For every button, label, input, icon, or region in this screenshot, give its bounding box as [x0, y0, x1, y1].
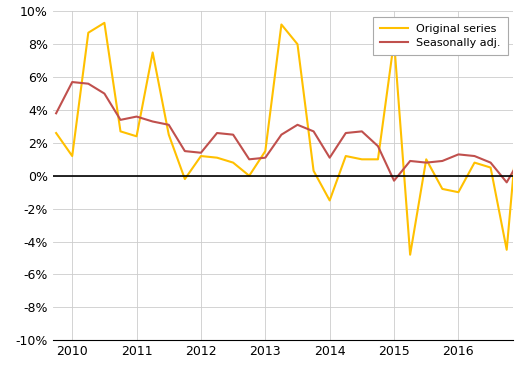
Original series: [278, 22, 285, 27]
Seasonally adj.: [455, 152, 462, 156]
Original series: [423, 157, 430, 162]
Original series: [246, 174, 252, 178]
Line: Original series: Original series: [56, 23, 529, 255]
Seasonally adj.: [214, 131, 220, 135]
Seasonally adj.: [101, 91, 107, 96]
Original series: [262, 149, 269, 153]
Original series: [407, 253, 413, 257]
Seasonally adj.: [519, 152, 526, 156]
Original series: [439, 187, 445, 191]
Original series: [455, 190, 462, 195]
Original series: [359, 157, 365, 162]
Original series: [166, 132, 172, 137]
Seasonally adj.: [181, 149, 188, 153]
Original series: [391, 39, 397, 43]
Original series: [326, 198, 333, 203]
Legend: Original series, Seasonally adj.: Original series, Seasonally adj.: [373, 17, 507, 55]
Seasonally adj.: [471, 154, 478, 158]
Seasonally adj.: [278, 132, 285, 137]
Original series: [150, 50, 156, 55]
Original series: [519, 67, 526, 71]
Seasonally adj.: [504, 180, 510, 184]
Seasonally adj.: [359, 129, 365, 134]
Original series: [198, 154, 204, 158]
Seasonally adj.: [133, 114, 140, 119]
Original series: [471, 160, 478, 165]
Seasonally adj.: [487, 160, 494, 165]
Original series: [214, 155, 220, 160]
Original series: [375, 157, 381, 162]
Original series: [311, 169, 317, 173]
Seasonally adj.: [262, 155, 269, 160]
Seasonally adj.: [117, 118, 124, 122]
Seasonally adj.: [311, 129, 317, 134]
Seasonally adj.: [246, 157, 252, 162]
Original series: [294, 42, 300, 46]
Original series: [133, 134, 140, 139]
Seasonally adj.: [230, 132, 236, 137]
Seasonally adj.: [198, 150, 204, 155]
Seasonally adj.: [343, 131, 349, 135]
Original series: [181, 177, 188, 181]
Seasonally adj.: [391, 178, 397, 183]
Original series: [69, 154, 76, 158]
Original series: [343, 154, 349, 158]
Seasonally adj.: [85, 81, 92, 86]
Original series: [53, 131, 59, 135]
Seasonally adj.: [150, 119, 156, 124]
Seasonally adj.: [375, 144, 381, 149]
Original series: [230, 160, 236, 165]
Original series: [487, 165, 494, 170]
Seasonally adj.: [53, 111, 59, 116]
Seasonally adj.: [423, 160, 430, 165]
Original series: [117, 129, 124, 134]
Line: Seasonally adj.: Seasonally adj.: [56, 82, 529, 187]
Seasonally adj.: [439, 159, 445, 163]
Seasonally adj.: [166, 122, 172, 127]
Seasonally adj.: [407, 159, 413, 163]
Original series: [85, 31, 92, 35]
Seasonally adj.: [69, 80, 76, 84]
Seasonally adj.: [326, 155, 333, 160]
Original series: [101, 20, 107, 25]
Seasonally adj.: [294, 122, 300, 127]
Original series: [504, 248, 510, 252]
